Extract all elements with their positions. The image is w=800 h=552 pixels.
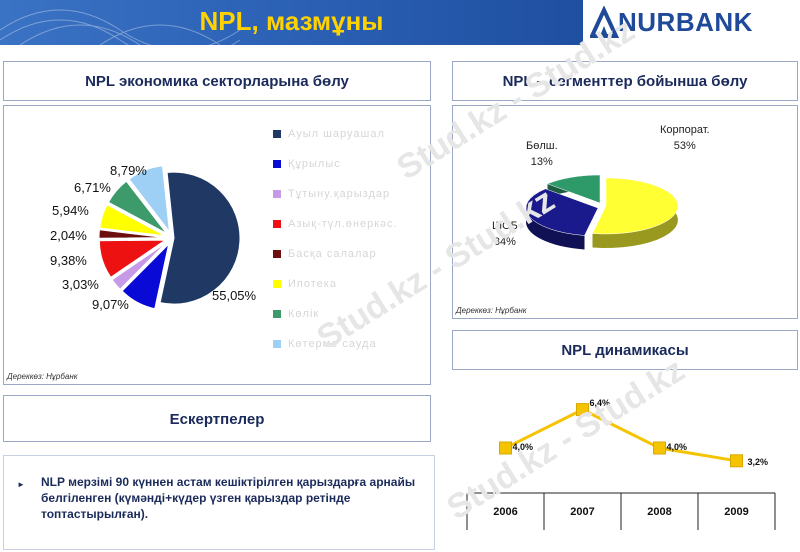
pie-slice [107,180,168,234]
legend-label: Тұтыну.қарыздар [288,188,391,200]
data-point-label: 4,0% [512,442,534,452]
legend-label: Азық-түл.өнеркәс. [288,218,398,230]
sector-title-box: NPL экономика секторларына бөлу [3,61,431,101]
segment-name: Корпорат. [660,124,710,136]
segment-label: ШОБ 34% [492,218,518,250]
segment-name: ШОБ [492,220,518,232]
dynamics-panel-title: NPL динамикасы [561,342,689,359]
segment-title-box: NPL – сегменттер бойынша бөлу [452,61,798,101]
nurbank-logo [590,6,620,38]
data-point-marker [576,403,589,417]
notes-title-box: Ескертпелер [3,395,431,442]
pie-slice-label: 6,71% [74,180,111,195]
pie-slice [128,165,171,234]
pie-slice-label: 9,07% [92,297,129,312]
notes-text: NLP мерзімі 90 күннен астам кешіктірілге… [41,475,416,521]
legend-swatch [273,190,281,198]
pie-slice [546,174,601,204]
segment-label: Корпорат. 53% [660,122,710,154]
pie-slice-label: 2,04% [50,228,87,243]
pie-slice [159,171,241,305]
pie-slice [525,188,599,236]
bullet-arrow-icon: ► [17,480,25,489]
segment-name: Бөлш. [526,140,558,152]
segment-percent: 34% [493,236,516,248]
legend-swatch [273,160,281,168]
notes-panel-title: Ескертпелер [169,411,265,428]
legend-label: Ипотека [288,278,337,290]
page-title: NPL, мазмұны [199,6,384,36]
pie-slice [121,242,170,310]
x-axis-tick-label: 2006 [493,506,518,518]
legend-swatch [273,220,281,228]
legend-label: Басқа салалар [288,248,377,260]
sector-source: Дереккөз: Нұрбанк [7,372,78,381]
pie-slice [111,242,167,291]
legend-swatch [273,340,281,348]
x-axis-tick-label: 2007 [570,506,595,518]
pie-slice-label: 55,05% [212,288,257,303]
segment-label: Бөлш. 13% [526,138,558,170]
x-axis-tick-label: 2009 [724,506,749,518]
legend-swatch [273,130,281,138]
dynamics-title-box: NPL динамикасы [452,330,798,370]
segment-source: Дереккөз: Нұрбанк [456,306,527,315]
pie-slice-label: 8,79% [110,163,147,178]
pie-slice-label: 5,94% [52,203,89,218]
data-point-label: 3,2% [747,456,769,467]
notes-body-box: ► NLP мерзімі 90 күннен астам кешіктіріл… [3,455,435,550]
legend-label: Көлік [288,308,320,320]
legend-label: Құрылыс [288,158,341,170]
segment-percent: 53% [673,140,696,152]
legend-swatch [273,310,281,318]
pie-slice [99,204,166,237]
segment-panel-title: NPL – сегменттер бойынша бөлу [502,73,748,90]
data-point-label: 4,0% [666,442,688,452]
segment-percent: 13% [530,156,553,168]
data-point-marker [653,441,666,455]
data-point-label: 6,4% [589,397,611,408]
logo-text: NURBANK [618,7,753,37]
data-point-marker [499,441,512,455]
data-point-marker [730,454,743,468]
legend-label: Ауыл шаруашал [288,128,385,140]
header-ornament [0,9,241,45]
x-axis-tick-label: 2008 [647,506,672,518]
sector-panel-title: NPL экономика секторларына бөлу [85,73,349,90]
pie-slice [98,229,166,239]
legend-swatch [273,250,281,258]
pie-slice [592,177,679,235]
pie-slice-label: 3,03% [62,277,99,292]
legend-swatch [273,280,281,288]
legend-label: Көтерме сауда [288,338,377,350]
pie-slice-label: 9,38% [50,253,87,268]
series-line [504,407,737,463]
pie-slice [98,239,167,278]
header-bar: NPL, мазмұны [0,0,583,45]
